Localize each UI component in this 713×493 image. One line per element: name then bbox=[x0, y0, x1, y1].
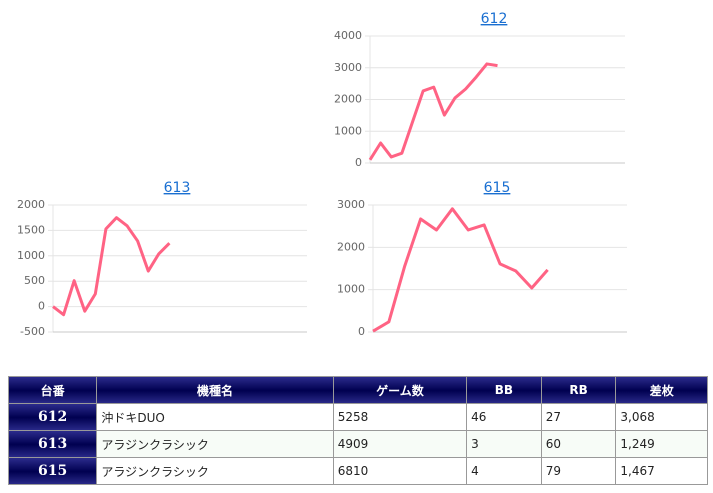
table-cell: 3,068 bbox=[615, 403, 708, 431]
table-row: 613 アラジンクラシック 4909 3 60 1,249 bbox=[7, 430, 708, 458]
result-table: 台番 機種名 ゲーム数 BB RB 差枚 612 沖ドキDUO 5258 46 27 3,068 613… bbox=[7, 376, 708, 485]
header-cell: RB bbox=[540, 376, 617, 404]
y-tick-label: 2000 bbox=[17, 198, 45, 211]
y-tick-label: 1000 bbox=[17, 249, 45, 262]
y-tick-label: 0 bbox=[358, 325, 365, 338]
chart-title[interactable]: 612 bbox=[481, 11, 508, 27]
table-cell: 4909 bbox=[332, 430, 468, 458]
table-cell: 6810 bbox=[332, 457, 468, 485]
y-tick-label: 0 bbox=[355, 156, 362, 169]
header-cell: 台番 bbox=[7, 376, 98, 404]
table-cell: 60 bbox=[540, 430, 617, 458]
table-cell: アラジンクラシック bbox=[96, 457, 334, 485]
y-tick-label: 3000 bbox=[334, 61, 362, 74]
table-cell: 1,249 bbox=[615, 430, 708, 458]
charts: 0 1000 2000 3000 4000 612 -500 0 500 1000 1500 2000… bbox=[17, 11, 627, 338]
y-tick-label: 3000 bbox=[337, 198, 365, 211]
y-tick-label: -500 bbox=[20, 325, 45, 338]
line bbox=[52, 216, 171, 317]
table-cell: 1,467 bbox=[615, 457, 708, 485]
y-tick-label: 4000 bbox=[334, 29, 362, 42]
machine-number: 613 bbox=[7, 430, 98, 458]
chart-title[interactable]: 615 bbox=[484, 180, 511, 196]
line bbox=[368, 62, 498, 161]
table-cell: 4 bbox=[466, 457, 542, 485]
line bbox=[372, 207, 549, 333]
table-row: 615 アラジンクラシック 6810 4 79 1,467 bbox=[7, 457, 708, 485]
header-cell: BB bbox=[466, 376, 542, 404]
y-tick-label: 0 bbox=[38, 300, 45, 313]
header-cell: 差枚 bbox=[615, 376, 708, 404]
chart-title[interactable]: 613 bbox=[164, 180, 191, 196]
machine-number: 615 bbox=[7, 457, 98, 485]
machine-number: 612 bbox=[7, 403, 98, 431]
y-tick-label: 500 bbox=[24, 274, 45, 287]
y-tick-label: 2000 bbox=[334, 93, 362, 106]
table-cell: 46 bbox=[466, 403, 542, 431]
header-cell: ゲーム数 bbox=[332, 376, 468, 404]
y-tick-label: 1500 bbox=[17, 223, 45, 236]
header-cell: 機種名 bbox=[96, 376, 334, 404]
y-tick-label: 1000 bbox=[337, 283, 365, 296]
y-tick-label: 1000 bbox=[334, 124, 362, 137]
table-cell: 79 bbox=[540, 457, 617, 485]
table-cell: アラジンクラシック bbox=[96, 430, 334, 458]
table-cell: 沖ドキDUO bbox=[96, 403, 334, 431]
table-row: 612 沖ドキDUO 5258 46 27 3,068 bbox=[7, 403, 708, 431]
table-cell: 27 bbox=[540, 403, 617, 431]
table-cell: 5258 bbox=[332, 403, 468, 431]
header-row: 台番 機種名 ゲーム数 BB RB 差枚 bbox=[7, 376, 708, 404]
y-tick-label: 2000 bbox=[337, 240, 365, 253]
table-cell: 3 bbox=[466, 430, 542, 458]
